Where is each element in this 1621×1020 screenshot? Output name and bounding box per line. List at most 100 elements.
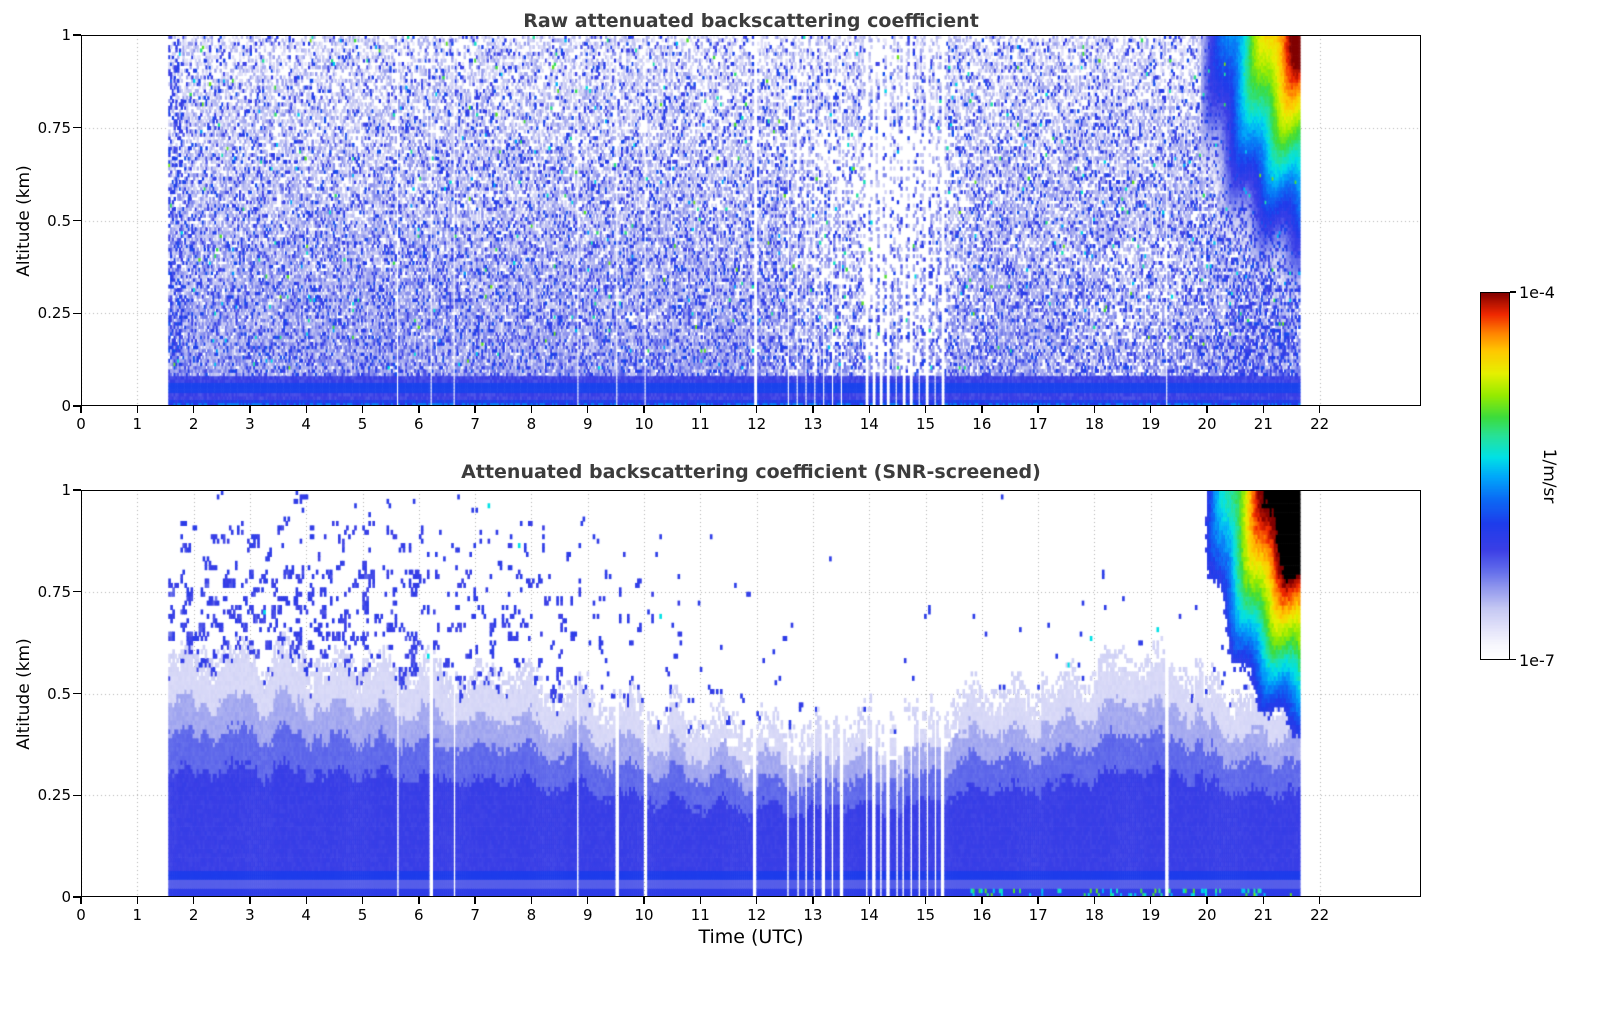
x-tick-label: 21 — [1253, 906, 1273, 924]
x-tick-label: 11 — [690, 415, 710, 433]
x-tick-label: 5 — [357, 415, 368, 433]
x-tick-label: 14 — [859, 415, 879, 433]
x-tick — [643, 406, 645, 413]
y-tick-label: 0.5 — [47, 684, 71, 703]
x-tick — [305, 406, 307, 413]
x-tick — [530, 406, 533, 413]
y-tick — [73, 405, 81, 407]
x-tick-label: 13 — [803, 906, 823, 924]
x-tick-label: 17 — [1028, 415, 1048, 433]
x-tick-label: 3 — [245, 906, 255, 924]
x-tick-label: 12 — [747, 415, 767, 433]
y-tick — [73, 692, 81, 695]
x-tick-label: 10 — [634, 415, 654, 433]
x-tick — [1318, 897, 1321, 904]
y-tick — [73, 127, 81, 129]
x-tick-label: 21 — [1253, 415, 1273, 433]
x-tick-label: 3 — [245, 415, 255, 433]
x-tick — [80, 897, 82, 904]
x-tick-label: 7 — [470, 906, 480, 924]
x-tick-label: 15 — [915, 415, 936, 433]
x-tick — [981, 406, 983, 413]
y-tick — [73, 591, 81, 593]
x-tick-label: 1 — [132, 415, 143, 433]
x-tick-label: 8 — [526, 906, 537, 924]
x-axis-label: Time (UTC) — [698, 926, 804, 948]
x-tick-label: 18 — [1084, 415, 1104, 433]
y-tick-label: 0.75 — [37, 582, 71, 601]
colorbar-unit-label: 1/m/sr — [1539, 448, 1559, 504]
x-tick-label: 0 — [76, 415, 86, 433]
x-tick-label: 16 — [972, 415, 992, 433]
x-tick — [1150, 897, 1152, 904]
x-tick — [1206, 897, 1208, 904]
x-tick — [192, 897, 195, 904]
x-tick-label: 9 — [582, 906, 593, 924]
x-tick-label: 4 — [301, 906, 311, 924]
x-tick-label: 20 — [1197, 415, 1217, 433]
y-tick — [73, 794, 81, 796]
x-tick — [981, 897, 983, 904]
x-tick-label: 7 — [470, 415, 480, 433]
x-tick — [868, 897, 870, 904]
colorbar-tick — [1510, 658, 1516, 660]
x-tick — [812, 897, 814, 904]
x-tick-label: 1 — [132, 906, 143, 924]
x-tick-label: 22 — [1310, 906, 1330, 924]
x-tick — [474, 897, 476, 904]
colorbar-min-label: 1e-7 — [1519, 651, 1555, 670]
x-tick — [1206, 406, 1208, 413]
x-tick-label: 5 — [357, 906, 368, 924]
y-tick-label: 0.25 — [37, 786, 71, 805]
x-tick — [1262, 897, 1265, 904]
x-tick — [755, 897, 758, 904]
x-tick — [1037, 897, 1039, 904]
x-tick-label: 8 — [526, 415, 537, 433]
colorbar-gradient — [1480, 292, 1510, 660]
x-tick — [136, 406, 138, 413]
x-tick — [1262, 406, 1265, 413]
heatmap-raw — [81, 35, 1421, 406]
y-tick — [73, 489, 81, 491]
x-tick — [699, 406, 702, 413]
x-tick-label: 19 — [1141, 906, 1161, 924]
x-tick-label: 6 — [414, 415, 424, 433]
x-tick-label: 6 — [414, 906, 424, 924]
x-tick-label: 15 — [915, 906, 936, 924]
y-tick-label: 1 — [61, 26, 71, 44]
x-tick — [812, 406, 814, 413]
x-tick-label: 2 — [188, 415, 199, 433]
x-tick-label: 16 — [972, 906, 992, 924]
y-tick-label: 1 — [61, 481, 71, 499]
y-tick — [73, 896, 81, 898]
y-tick — [73, 34, 81, 36]
x-tick — [474, 406, 476, 413]
x-tick — [361, 897, 364, 904]
x-tick — [643, 897, 645, 904]
x-tick-label: 9 — [582, 415, 593, 433]
y-tick-label: 0.25 — [37, 304, 71, 323]
x-tick-label: 0 — [76, 906, 86, 924]
x-tick-label: 11 — [690, 906, 710, 924]
panel-screened-title: Attenuated backscattering coefficient (S… — [461, 461, 1041, 483]
x-tick — [1150, 406, 1152, 413]
x-tick — [924, 406, 927, 413]
x-tick — [1093, 897, 1096, 904]
x-tick — [1318, 406, 1321, 413]
x-tick-label: 14 — [859, 906, 879, 924]
y-tick-label: 0 — [61, 888, 71, 906]
colorbar-tick — [1510, 291, 1516, 293]
x-tick — [249, 406, 251, 413]
y-tick — [73, 312, 81, 314]
x-tick-label: 12 — [747, 906, 767, 924]
x-tick — [361, 406, 364, 413]
x-tick-label: 2 — [188, 906, 199, 924]
x-tick — [305, 897, 307, 904]
x-tick — [530, 897, 533, 904]
heatmap-screened — [81, 490, 1421, 897]
x-tick — [699, 897, 702, 904]
x-tick — [587, 406, 589, 413]
x-tick-label: 22 — [1310, 415, 1330, 433]
x-tick — [755, 406, 758, 413]
